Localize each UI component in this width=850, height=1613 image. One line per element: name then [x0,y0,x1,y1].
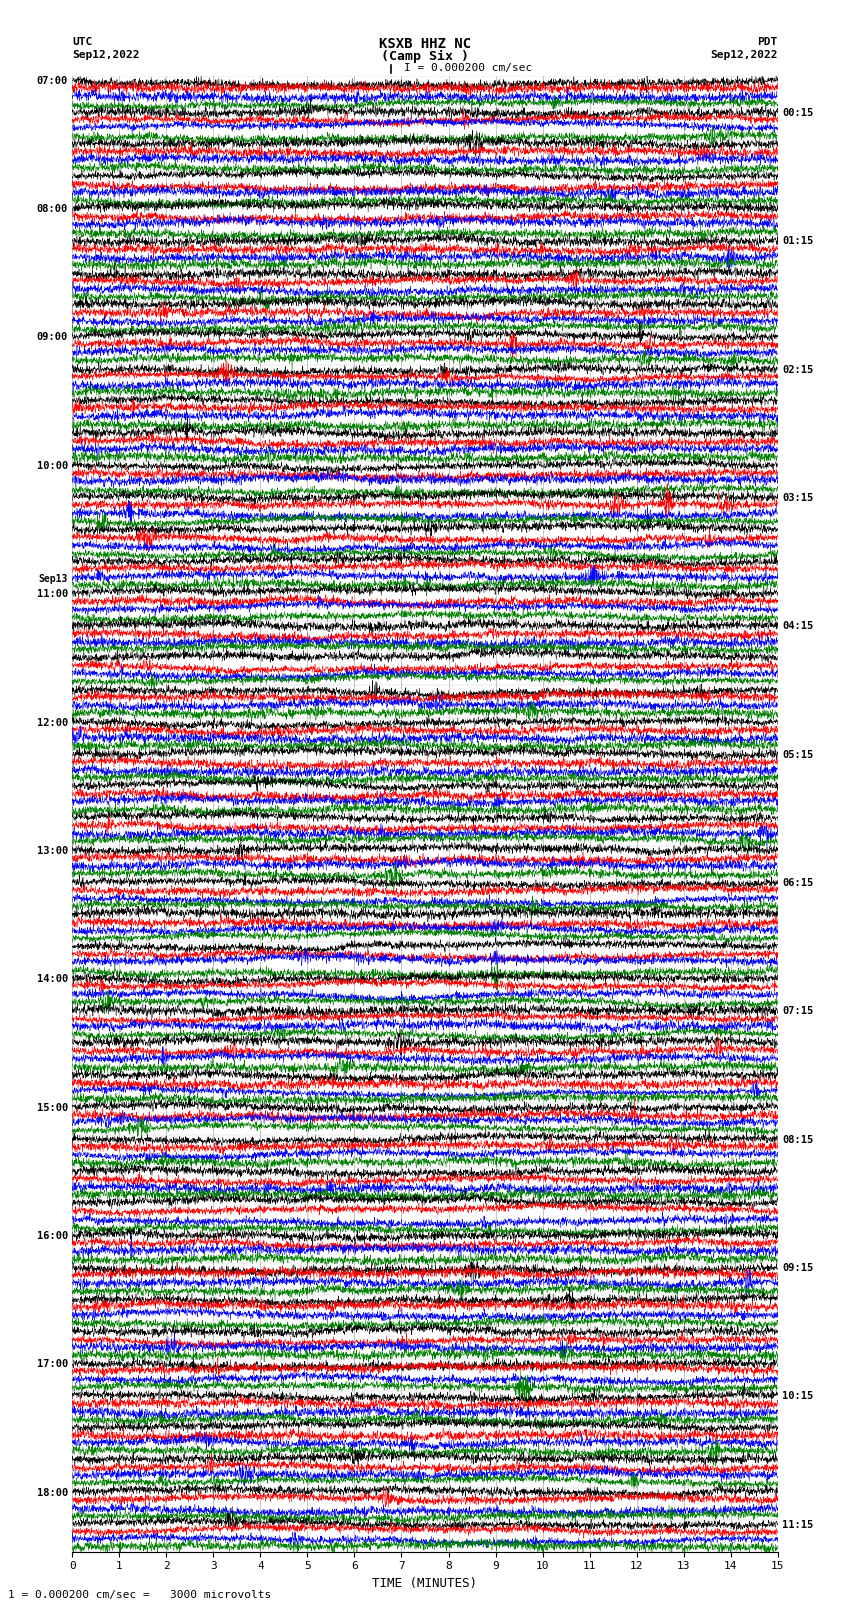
Text: Sep13: Sep13 [38,574,68,584]
Text: 12:00: 12:00 [37,718,68,727]
Text: 00:15: 00:15 [782,108,813,118]
Text: 08:00: 08:00 [37,205,68,215]
X-axis label: TIME (MINUTES): TIME (MINUTES) [372,1578,478,1590]
Text: 15:00: 15:00 [37,1103,68,1113]
Text: 05:15: 05:15 [782,750,813,760]
Text: 11:15: 11:15 [782,1519,813,1529]
Text: 08:15: 08:15 [782,1134,813,1145]
Text: 10:00: 10:00 [37,461,68,471]
Text: 1 = 0.000200 cm/sec =   3000 microvolts: 1 = 0.000200 cm/sec = 3000 microvolts [8,1590,272,1600]
Text: 06:15: 06:15 [782,877,813,887]
Text: KSXB HHZ NC: KSXB HHZ NC [379,37,471,52]
Text: 18:00: 18:00 [37,1487,68,1497]
Text: 17:00: 17:00 [37,1360,68,1369]
Text: 03:15: 03:15 [782,494,813,503]
Text: 07:15: 07:15 [782,1007,813,1016]
Text: 10:15: 10:15 [782,1392,813,1402]
Text: Sep12,2022: Sep12,2022 [72,50,139,60]
Text: (Camp Six ): (Camp Six ) [381,50,469,63]
Text: 04:15: 04:15 [782,621,813,631]
Text: 01:15: 01:15 [782,235,813,247]
Text: I = 0.000200 cm/sec: I = 0.000200 cm/sec [404,63,532,73]
Text: 11:00: 11:00 [37,589,68,598]
Text: 14:00: 14:00 [37,974,68,984]
Text: UTC: UTC [72,37,93,47]
Text: 09:00: 09:00 [37,332,68,342]
Text: Sep12,2022: Sep12,2022 [711,50,778,60]
Text: 16:00: 16:00 [37,1231,68,1240]
Text: 07:00: 07:00 [37,76,68,85]
Text: PDT: PDT [757,37,778,47]
Text: 02:15: 02:15 [782,365,813,374]
Text: 13:00: 13:00 [37,845,68,857]
Text: 09:15: 09:15 [782,1263,813,1273]
